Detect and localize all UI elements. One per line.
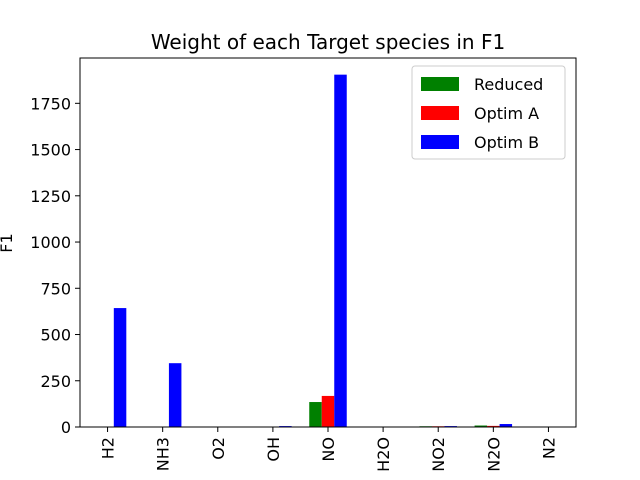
y-tick-label: 1750 [30,94,71,113]
x-tick-label-n2o: N2O [484,437,503,472]
x-tick-label-nh3: NH3 [154,437,173,471]
bar-optim-a-no [321,395,335,427]
bar-optim-b-h2 [113,308,127,427]
legend-swatch-reduced [421,77,459,91]
y-axis-label: F1 [0,233,16,252]
x-tick-label-no: NO [319,437,338,462]
legend-label-optim-a: Optim A [474,104,539,123]
x-tick-label-h2: H2 [99,437,118,459]
legend-swatch-optim-a [421,106,459,120]
x-tick-label-n2: N2 [539,437,558,459]
x-tick-label-o2: O2 [209,437,228,460]
y-tick-label: 1500 [30,141,71,160]
y-axis-ticks: 0 250 500 750 1000 1250 1500 1750 [30,94,80,437]
x-tick-label-no2: NO2 [429,437,448,472]
y-tick-label: 1000 [30,233,71,252]
legend-swatch-optim-b [421,135,459,149]
legend-label-optim-b: Optim B [474,133,539,152]
y-tick-label: 250 [40,372,71,391]
legend: Reduced Optim A Optim B [411,65,566,160]
x-tick-label-oh: OH [264,437,283,462]
y-tick-label: 0 [61,418,71,437]
bar-optim-b-no [334,74,347,428]
plot-frame [79,57,577,428]
bar-optim-b-nh3 [168,363,182,427]
x-tick-label-h2o: H2O [374,437,393,472]
chart-title: Weight of each Target species in F1 [151,30,505,54]
bar-reduced-no [309,402,322,427]
y-tick-label: 500 [40,326,71,345]
y-tick-label: 1250 [30,187,71,206]
bar-optim-a-n2o [487,425,500,427]
x-axis-ticks: H2 NH3 O2 OH NO H2O NO2 N2O N2 [99,427,558,472]
y-tick-label: 750 [40,279,71,298]
legend-label-reduced: Reduced [474,75,543,94]
bar-reduced-n2o [474,425,488,427]
bar-optim-b-n2o [499,424,513,427]
bars-group [113,74,513,428]
